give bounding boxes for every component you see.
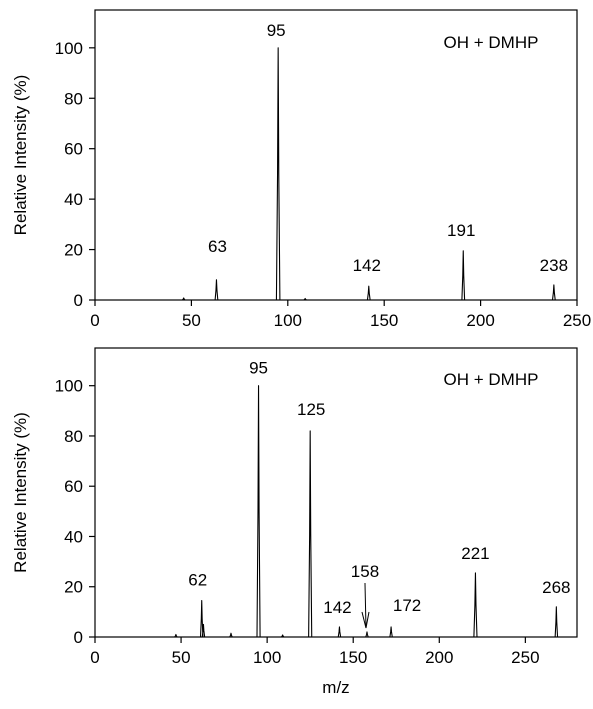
y-axis-label: Relative Intensity (%) xyxy=(11,75,30,236)
y-tick-label: 0 xyxy=(74,291,83,310)
y-tick-label: 100 xyxy=(55,377,83,396)
y-tick-label: 80 xyxy=(64,89,83,108)
x-tick-label: 250 xyxy=(563,311,591,330)
peak-label: 63 xyxy=(208,237,227,256)
y-tick-label: 60 xyxy=(64,140,83,159)
x-tick-label: 100 xyxy=(274,311,302,330)
y-tick-label: 0 xyxy=(74,628,83,647)
y-tick-label: 40 xyxy=(64,190,83,209)
y-tick-label: 20 xyxy=(64,578,83,597)
x-tick-label: 150 xyxy=(370,311,398,330)
x-tick-label: 0 xyxy=(90,311,99,330)
x-tick-label: 200 xyxy=(425,648,453,667)
peak-label: 238 xyxy=(540,256,568,275)
y-tick-label: 100 xyxy=(55,39,83,58)
peak-label: 62 xyxy=(188,571,207,590)
legend-text: OH + DMHP xyxy=(444,33,539,52)
spectrum-trace xyxy=(95,48,577,300)
plot-frame xyxy=(95,348,577,637)
bottom-spectrum-panel: 0 50 100 150 200 250 0 20 40 60 80 100 Relative Inte… xyxy=(11,348,577,697)
y-tick-label: 40 xyxy=(64,527,83,546)
x-tick-label: 100 xyxy=(253,648,281,667)
y-tick-label: 80 xyxy=(64,427,83,446)
peak-label: 125 xyxy=(297,400,325,419)
peak-label: 158 xyxy=(351,562,379,581)
x-tick-label: 50 xyxy=(172,648,191,667)
peak-label: 268 xyxy=(542,578,570,597)
y-axis-label: Relative Intensity (%) xyxy=(11,412,30,573)
x-tick-label: 150 xyxy=(339,648,367,667)
peak-arrow-shaft xyxy=(365,583,366,628)
x-tick-label: 50 xyxy=(182,311,201,330)
plot-frame xyxy=(95,10,577,300)
top-spectrum-panel: 0 50 100 150 200 250 0 20 40 60 80 100 Relative Inte… xyxy=(11,10,591,330)
x-tick-label: 0 xyxy=(90,648,99,667)
peak-label: 172 xyxy=(393,596,421,615)
peak-label: 191 xyxy=(447,221,475,240)
y-tick-label: 60 xyxy=(64,477,83,496)
x-tick-label: 250 xyxy=(511,648,539,667)
legend-text: OH + DMHP xyxy=(444,370,539,389)
peak-label: 95 xyxy=(249,359,268,378)
peak-label: 221 xyxy=(461,544,489,563)
y-tick-label: 20 xyxy=(64,241,83,260)
peak-label: 142 xyxy=(353,256,381,275)
x-axis-label: m/z xyxy=(322,678,349,697)
peak-label: 95 xyxy=(267,21,286,40)
x-tick-label: 200 xyxy=(466,311,494,330)
peak-label: 142 xyxy=(323,598,351,617)
